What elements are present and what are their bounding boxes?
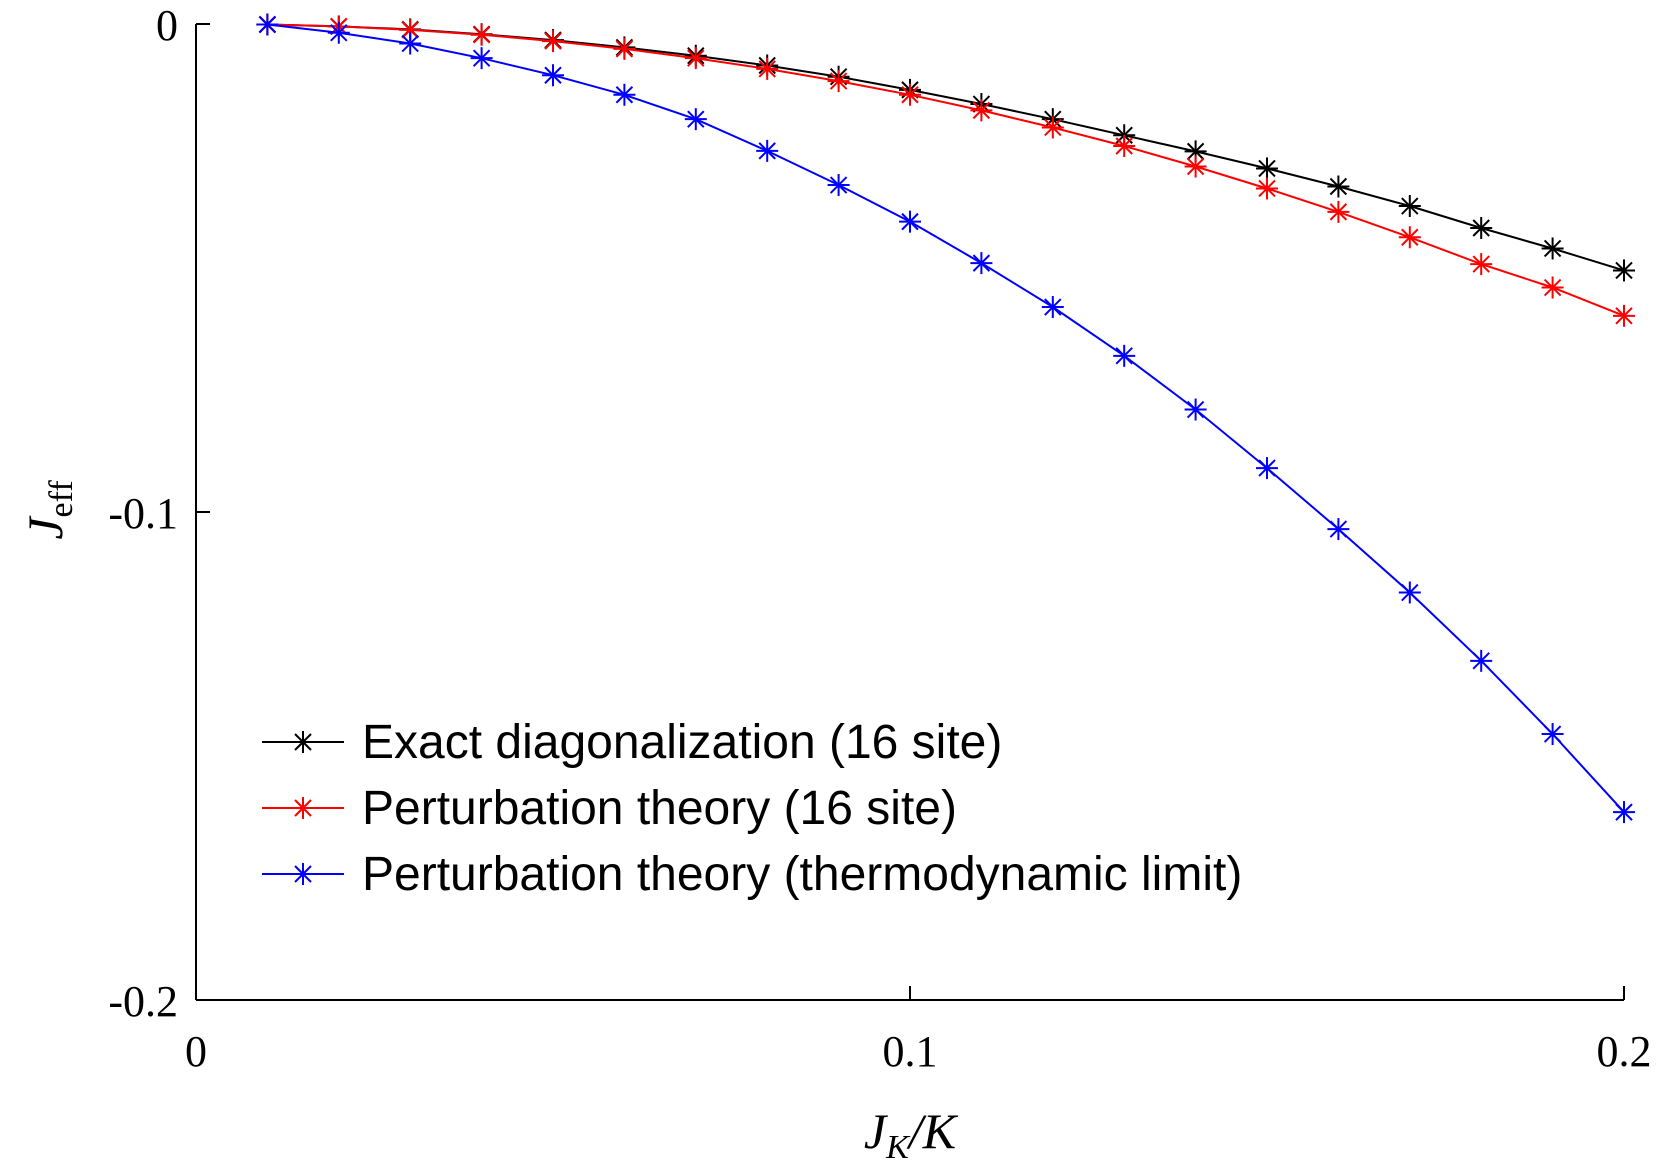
data-point-marker <box>1541 276 1564 299</box>
data-point-marker <box>1113 344 1136 367</box>
data-point-marker <box>1327 518 1350 541</box>
data-point-marker <box>899 83 921 106</box>
series-line-1 <box>267 23 1625 317</box>
data-point-marker <box>1184 155 1207 178</box>
x-tick-label: 0.2 <box>1597 1027 1652 1076</box>
data-point-marker <box>1113 135 1136 157</box>
data-point-marker <box>470 23 493 46</box>
y-tick-label: 0 <box>156 1 178 50</box>
data-point-marker <box>613 37 636 60</box>
series-layer <box>256 13 1635 824</box>
legend-entry-0: Exact diagonalization (16 site) <box>262 716 1002 769</box>
data-point-marker <box>1256 157 1278 180</box>
y-label-j: J <box>17 515 73 540</box>
y-label-sub-eff: eff <box>43 480 80 518</box>
data-point-marker <box>613 83 636 106</box>
legend-entry-1: Perturbation theory (16 site) <box>262 782 957 835</box>
legend-label: Perturbation theory (thermodynamic limit… <box>362 848 1242 901</box>
x-axis-label: JK/K <box>864 1103 959 1165</box>
x-tick-label: 0 <box>185 1027 207 1076</box>
data-point-marker <box>1470 649 1493 672</box>
data-point-marker <box>1470 216 1493 239</box>
data-point-marker <box>684 108 707 131</box>
x-tick-label: 0.1 <box>883 1027 938 1076</box>
data-point-marker <box>1398 581 1421 604</box>
data-point-marker <box>1327 200 1350 223</box>
data-point-marker <box>1613 801 1635 824</box>
data-point-marker <box>684 47 707 70</box>
y-axis-label: Jeff <box>17 480 80 540</box>
data-point-marker <box>1041 296 1064 319</box>
data-point-marker <box>1613 304 1635 327</box>
ticks: 0 0.1 0.2 0 -0.1 -0.2 <box>108 1 1651 1076</box>
data-point-marker <box>399 32 422 55</box>
data-point-marker <box>827 70 850 93</box>
legend-label: Exact diagonalization (16 site) <box>362 716 1002 769</box>
data-point-marker <box>1398 195 1421 218</box>
y-tick-label: -0.2 <box>108 977 178 1026</box>
legend-label: Perturbation theory (16 site) <box>362 782 957 835</box>
data-point-marker <box>899 210 921 233</box>
legend-marker <box>292 731 314 753</box>
legend-entry-2: Perturbation theory (thermodynamic limit… <box>262 848 1242 901</box>
series-1 <box>256 13 1635 327</box>
x-label-sub-k: K <box>885 1129 911 1165</box>
legend-marker <box>292 863 314 885</box>
data-point-marker <box>970 252 993 275</box>
data-point-marker <box>827 174 850 197</box>
legend-marker <box>292 797 314 819</box>
series-line-2 <box>267 23 1625 813</box>
data-point-marker <box>970 99 993 122</box>
data-point-marker <box>1470 253 1493 276</box>
data-point-marker <box>1398 226 1421 249</box>
data-point-marker <box>1184 398 1207 421</box>
data-point-marker <box>1613 259 1635 282</box>
series-line-0 <box>267 23 1625 272</box>
x-label-slash-k: /K <box>906 1103 959 1159</box>
data-point-marker <box>756 139 779 162</box>
data-point-marker <box>1541 237 1564 260</box>
data-point-marker <box>1541 723 1564 746</box>
data-point-marker <box>327 21 350 44</box>
data-point-marker <box>470 47 493 70</box>
x-label-j: J <box>864 1103 889 1159</box>
legend: Exact diagonalization (16 site) Perturbat… <box>262 716 1242 901</box>
data-point-marker <box>1041 116 1064 139</box>
data-point-marker <box>1327 175 1350 198</box>
data-point-marker <box>1256 177 1278 200</box>
data-point-marker <box>542 64 564 87</box>
data-point-marker <box>1256 457 1278 480</box>
y-tick-label: -0.1 <box>108 489 178 538</box>
series-2 <box>256 13 1635 824</box>
data-point-marker <box>542 30 564 53</box>
data-point-marker <box>256 13 279 36</box>
data-point-marker <box>756 57 779 80</box>
